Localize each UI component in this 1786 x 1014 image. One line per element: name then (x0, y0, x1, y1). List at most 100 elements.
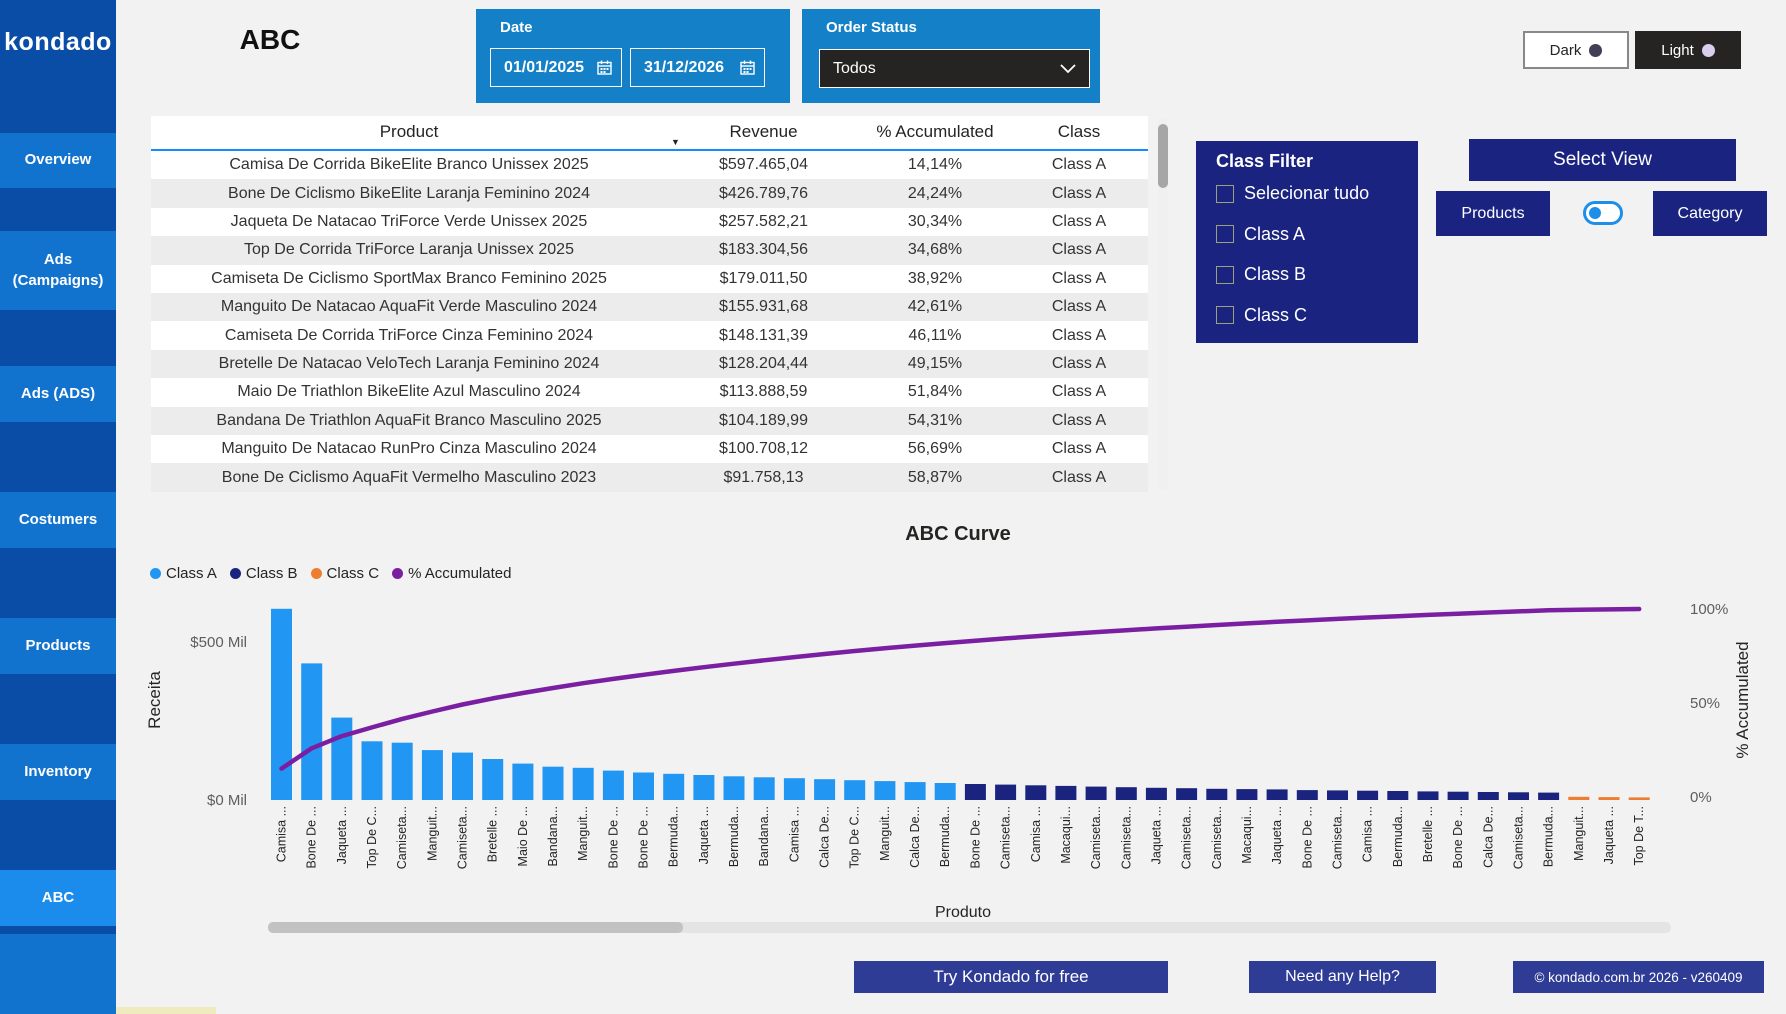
column-header-class[interactable]: Class (1057, 122, 1101, 141)
try-kondado-button[interactable]: Try Kondado for free (854, 961, 1168, 993)
bar-class-a[interactable] (723, 776, 745, 800)
bar-class-b[interactable] (1025, 785, 1047, 800)
bar-class-b[interactable] (995, 784, 1017, 800)
checkbox-icon[interactable] (1216, 265, 1234, 284)
bar-class-b[interactable] (1477, 792, 1499, 800)
column-header-revenue[interactable]: Revenue (729, 122, 798, 141)
table-row[interactable]: Bretelle De Natacao VeloTech Laranja Fem… (151, 349, 1148, 379)
bar-class-a[interactable] (542, 766, 564, 800)
view-products-button[interactable]: Products (1436, 191, 1550, 236)
sidebar-item-inventory[interactable]: Inventory (0, 744, 116, 800)
view-category-button[interactable]: Category (1653, 191, 1767, 236)
sidebar-item-abc[interactable]: ABC (0, 870, 116, 926)
bar-class-a[interactable] (783, 778, 805, 800)
class-filter-option-selecionar-tudo[interactable]: Selecionar tudo (1216, 183, 1369, 204)
bar-class-b[interactable] (1206, 788, 1228, 800)
bar-class-b[interactable] (1085, 786, 1107, 800)
bar-class-a[interactable] (633, 772, 654, 801)
bar-class-b[interactable] (1447, 791, 1469, 800)
checkbox-icon[interactable] (1216, 184, 1234, 203)
legend-item-class-a[interactable]: Class A (150, 565, 217, 582)
bar-class-a[interactable] (361, 741, 383, 800)
bar-class-c[interactable] (1568, 796, 1590, 800)
bar-class-a[interactable] (814, 779, 836, 800)
bar-class-b[interactable] (1266, 789, 1288, 800)
table-row[interactable]: Camiseta De Ciclismo SportMax Branco Fem… (151, 265, 1148, 293)
sidebar-item-ads-ads[interactable]: Ads (ADS) (0, 366, 116, 422)
table-scrollbar-thumb[interactable] (1158, 124, 1168, 188)
class-filter-option-class-c[interactable]: Class C (1216, 305, 1307, 326)
bar-class-a[interactable] (421, 750, 443, 800)
checkbox-icon[interactable] (1216, 306, 1234, 324)
bar-class-a[interactable] (753, 777, 775, 800)
table-row[interactable]: Manguito De Natacao RunPro Cinza Masculi… (151, 435, 1148, 463)
view-toggle-switch[interactable] (1583, 201, 1623, 225)
bar-class-a[interactable] (512, 763, 534, 800)
bar-class-a[interactable] (904, 782, 926, 800)
table-row[interactable]: Camiseta De Corrida TriForce Cinza Femin… (151, 321, 1148, 349)
bar-class-a[interactable] (391, 742, 413, 800)
chart-scrollbar-thumb[interactable] (268, 922, 683, 933)
bar-class-a[interactable] (874, 781, 896, 800)
bar-class-b[interactable] (1145, 787, 1167, 800)
class-filter-option-class-a[interactable]: Class A (1216, 224, 1305, 245)
bar-class-b[interactable] (1538, 792, 1560, 800)
bar-class-b[interactable] (1508, 792, 1529, 800)
bar-class-a[interactable] (844, 780, 866, 800)
table-row[interactable]: Bone De Ciclismo AquaFit Vermelho Mascul… (151, 463, 1148, 492)
legend-item--accumulated[interactable]: % Accumulated (392, 565, 511, 582)
bar-class-a[interactable] (482, 759, 504, 800)
bar-class-b[interactable] (1176, 788, 1198, 800)
sort-descending-icon[interactable]: ▼ (671, 137, 680, 147)
bar-class-a[interactable] (663, 773, 685, 800)
sidebar-item-overview[interactable]: Overview (0, 133, 116, 188)
date-filter-panel: Date 01/01/2025 31/12/2026 (476, 9, 790, 103)
table-row[interactable]: Manguito De Natacao AquaFit Verde Mascul… (151, 293, 1148, 322)
copyright-button[interactable]: © kondado.com.br 2026 - v260409 (1513, 961, 1764, 993)
bar-class-a[interactable] (572, 767, 594, 800)
bar-class-b[interactable] (1296, 790, 1318, 800)
bar-class-a[interactable] (602, 770, 624, 800)
class-filter-option-class-b[interactable]: Class B (1216, 264, 1306, 285)
bar-class-a[interactable] (452, 752, 473, 800)
bar-class-a[interactable] (934, 783, 956, 800)
column-header-accumulated[interactable]: % Accumulated (876, 122, 994, 141)
sidebar-item-costumers[interactable]: Costumers (0, 492, 116, 548)
bar-class-a[interactable] (693, 775, 715, 800)
bar-class-b[interactable] (964, 784, 986, 800)
checkbox-label: Selecionar tudo (1244, 183, 1370, 203)
need-help-button[interactable]: Need any Help? (1249, 961, 1436, 993)
table-vertical-scrollbar[interactable] (1158, 118, 1168, 490)
theme-light-button[interactable]: Light (1635, 31, 1741, 69)
x-axis-label: Macaqui... (1059, 806, 1073, 864)
legend-item-class-c[interactable]: Class C (310, 565, 379, 582)
sidebar-item-ads-campaigns[interactable]: Ads (Campaigns) (0, 231, 116, 310)
bar-class-b[interactable] (1115, 787, 1137, 800)
bar-class-c[interactable] (1598, 797, 1620, 800)
bar-class-c[interactable] (1628, 797, 1650, 800)
table-row[interactable]: Bandana De Triathlon AquaFit Branco Masc… (151, 406, 1148, 436)
table-row[interactable]: Camisa De Corrida BikeElite Branco Uniss… (151, 151, 1148, 179)
bar-class-a[interactable] (301, 663, 323, 800)
bar-class-a[interactable] (331, 717, 353, 800)
checkbox-icon[interactable] (1216, 225, 1234, 243)
table-row[interactable]: Top De Corrida TriForce Laranja Unissex … (151, 236, 1148, 265)
bar-class-b[interactable] (1236, 789, 1258, 800)
bar-class-b[interactable] (1387, 791, 1409, 800)
bar-class-b[interactable] (1055, 785, 1077, 800)
bar-class-a[interactable] (271, 608, 292, 800)
legend-item-class-b[interactable]: Class B (229, 565, 298, 582)
bar-class-b[interactable] (1417, 791, 1439, 800)
order-status-dropdown[interactable]: Todos (819, 49, 1090, 88)
table-row[interactable]: Bone De Ciclismo BikeElite Laranja Femin… (151, 179, 1148, 208)
date-start-input[interactable]: 01/01/2025 (490, 48, 622, 87)
bar-class-b[interactable] (1357, 790, 1379, 800)
theme-dark-button[interactable]: Dark (1523, 31, 1629, 69)
table-row[interactable]: Maio De Triathlon BikeElite Azul Masculi… (151, 378, 1148, 406)
x-axis-label: Top De C... (848, 806, 862, 869)
date-end-input[interactable]: 31/12/2026 (630, 48, 765, 87)
column-header-product[interactable]: Product (379, 122, 439, 141)
table-row[interactable]: Jaqueta De Natacao TriForce Verde Unisse… (151, 208, 1148, 236)
bar-class-b[interactable] (1327, 790, 1348, 800)
sidebar-item-products[interactable]: Products (0, 618, 116, 674)
